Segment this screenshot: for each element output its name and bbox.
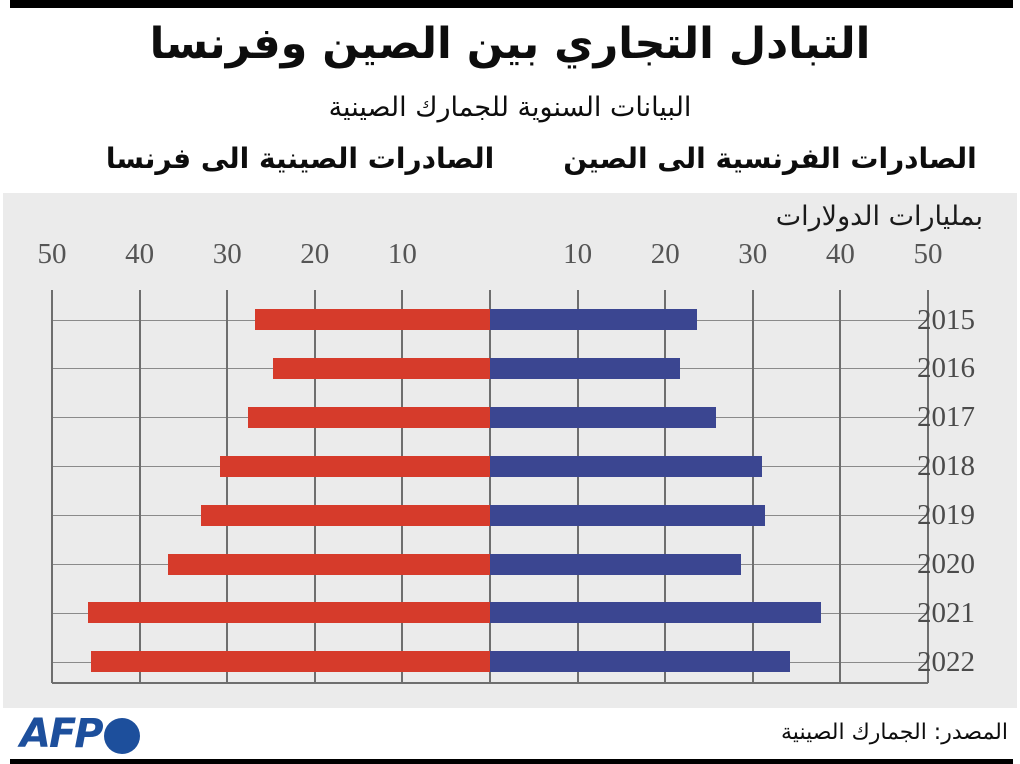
right-series-label: الصادرات الفرنسية الى الصين <box>563 142 977 175</box>
chart-subtitle: البيانات السنوية للجمارك الصينية <box>328 92 692 123</box>
top-rule <box>10 0 1013 8</box>
unit-label: بمليارات الدولارات <box>775 201 983 232</box>
source-text: المصدر: الجمارك الصينية <box>781 720 1008 745</box>
chart-title: التبادل التجاري بين الصين وفرنسا <box>149 19 871 69</box>
afp-logo-circle <box>103 718 140 754</box>
left-series-label: الصادرات الصينية الى فرنسا <box>105 142 495 175</box>
bottom-rule <box>10 759 1013 764</box>
chart-panel <box>3 193 1017 708</box>
afp-logo: AFP <box>20 710 140 758</box>
afp-logo-text: AFP <box>20 711 104 757</box>
